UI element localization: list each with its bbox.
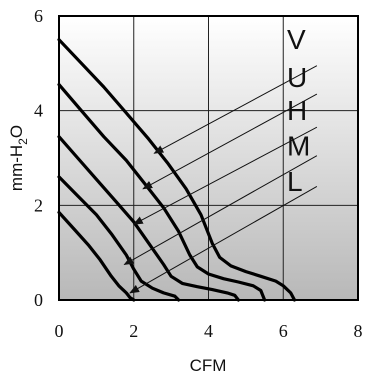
x-tick-label-0: 0 bbox=[55, 321, 64, 341]
curve-label-h: H bbox=[287, 95, 307, 126]
y-tick-label-1: 2 bbox=[34, 195, 43, 215]
curve-label-u: U bbox=[287, 62, 307, 93]
y-tick-label-3: 6 bbox=[34, 6, 43, 26]
curve-label-v: V bbox=[287, 24, 306, 55]
y-axis-title: mm-H2O bbox=[7, 125, 30, 191]
curves bbox=[57, 38, 297, 302]
x-axis-title: CFM bbox=[190, 356, 227, 375]
plot-border bbox=[58, 15, 359, 301]
x-tick-label-2: 4 bbox=[204, 321, 213, 341]
curve-label-l: L bbox=[287, 166, 303, 197]
y-axis-title-main: mm-H bbox=[7, 145, 26, 191]
arrow-h bbox=[132, 126, 318, 225]
curve-v bbox=[57, 38, 297, 302]
arrow-u bbox=[142, 93, 318, 190]
x-tick-label-4: 8 bbox=[354, 321, 363, 341]
y-tick-label-0: 0 bbox=[34, 290, 43, 310]
x-tick-labels: 0 2 4 6 8 bbox=[55, 321, 363, 341]
curve-l bbox=[57, 210, 136, 302]
arrow-m bbox=[123, 155, 318, 265]
label-arrows bbox=[123, 65, 318, 294]
y-tick-labels: 0 2 4 6 bbox=[34, 6, 43, 310]
x-tick-label-3: 6 bbox=[279, 321, 288, 341]
x-tick-label-1: 2 bbox=[129, 321, 138, 341]
arrow-v bbox=[153, 65, 318, 154]
y-axis-title-tail: O bbox=[7, 125, 26, 138]
curve-m bbox=[57, 175, 181, 302]
y-tick-label-2: 4 bbox=[34, 101, 43, 121]
curve-label-m: M bbox=[287, 131, 310, 162]
curve-u bbox=[57, 82, 267, 302]
arrow-l bbox=[129, 185, 318, 294]
curve-h bbox=[57, 135, 240, 302]
y-axis-title-sub: 2 bbox=[16, 138, 30, 145]
